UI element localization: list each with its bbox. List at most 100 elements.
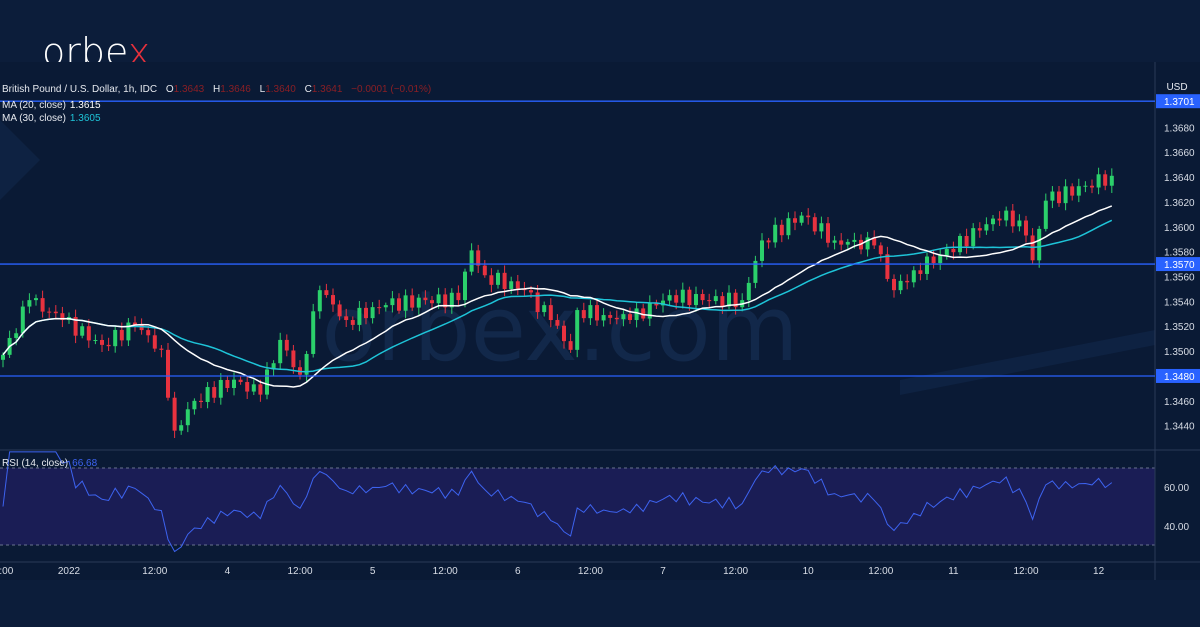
candle	[812, 213, 817, 235]
candle-body	[271, 363, 276, 370]
candle	[430, 296, 434, 310]
time-tick-label: :00	[0, 566, 14, 577]
candle	[911, 266, 916, 288]
ma20-legend: MA (20, close) 1.3615	[2, 100, 101, 111]
candle	[199, 393, 203, 409]
candle	[568, 333, 573, 353]
candle	[1109, 168, 1114, 193]
high-value: 1.3646	[220, 84, 251, 95]
candle-body	[357, 307, 362, 325]
ma20-label: MA (20, close)	[2, 100, 66, 111]
candle	[760, 233, 764, 268]
candle	[958, 233, 962, 256]
candle-body	[720, 296, 725, 307]
open-value: 1.3643	[173, 84, 205, 95]
candle-body	[449, 292, 454, 308]
candle-body	[773, 224, 778, 243]
candle-body	[311, 311, 316, 354]
candle-body	[20, 306, 25, 334]
candle	[614, 310, 619, 325]
candle-body	[482, 265, 487, 276]
candle-body	[1017, 220, 1022, 227]
candle-body	[667, 295, 672, 301]
candle-body	[1076, 186, 1081, 196]
candle	[555, 314, 560, 329]
candle-body	[423, 297, 428, 301]
candle-body	[852, 239, 857, 242]
candle-body	[931, 256, 936, 264]
price-tick-label: 1.3460	[1164, 397, 1195, 408]
candle	[878, 242, 883, 262]
candle-body	[647, 302, 652, 319]
candle	[304, 350, 309, 382]
candle	[185, 402, 190, 433]
candle	[839, 233, 844, 251]
rsi-value: 66.68	[72, 458, 98, 469]
candle-body	[489, 275, 494, 285]
candle	[1090, 179, 1094, 194]
candle	[423, 290, 428, 305]
candle	[410, 288, 415, 311]
low-value: 1.3640	[265, 84, 296, 95]
candle-body	[390, 298, 395, 306]
watermark-shape	[900, 330, 1155, 395]
candle	[40, 290, 45, 318]
candle-body	[403, 295, 408, 311]
candle-body	[456, 292, 461, 301]
candle-body	[878, 245, 883, 255]
candle-body	[258, 384, 263, 395]
candle-body	[555, 320, 560, 326]
price-tick-label: 1.3600	[1164, 223, 1195, 234]
candle	[687, 286, 692, 311]
time-tick-label: 5	[370, 566, 376, 577]
candle-body	[53, 311, 58, 314]
candle	[991, 215, 995, 231]
candle-body	[377, 307, 382, 309]
candle	[172, 391, 177, 439]
candle-body	[839, 240, 844, 245]
candle-body	[779, 224, 784, 236]
time-tick-label: 12:00	[433, 566, 458, 577]
candle-body	[93, 339, 98, 341]
candle-body	[212, 387, 217, 398]
ma30-value: 1.3605	[69, 113, 101, 124]
price-tick-label: 1.3560	[1164, 273, 1195, 284]
candle	[337, 300, 342, 321]
candle-body	[760, 240, 764, 261]
candle-body	[1004, 210, 1009, 221]
price-tick-label: 1.3620	[1164, 198, 1195, 209]
candle	[634, 302, 639, 328]
candle	[601, 308, 606, 327]
time-tick-label: 12:00	[868, 566, 893, 577]
candle-body	[568, 341, 573, 350]
candle	[713, 289, 718, 305]
candle	[621, 310, 626, 327]
candle-body	[911, 270, 916, 283]
price-level-label: 1.3701	[1164, 97, 1195, 108]
candle	[80, 323, 85, 339]
candle-body	[812, 217, 817, 232]
rsi-label: RSI (14, close)	[2, 458, 69, 469]
candle	[1076, 178, 1081, 203]
candle	[469, 243, 474, 276]
candle-body	[397, 298, 401, 311]
candle	[1050, 186, 1055, 209]
candle	[766, 237, 771, 249]
candle	[588, 300, 593, 325]
ma20-value: 1.3615	[69, 100, 101, 111]
candle-body	[509, 281, 514, 289]
symbol-title: British Pound / U.S. Dollar, 1h, IDC	[2, 84, 158, 95]
candle-body	[826, 223, 830, 243]
candle-body	[1109, 175, 1114, 186]
candle	[403, 289, 408, 319]
time-tick-label: 12:00	[723, 566, 748, 577]
candle	[370, 302, 375, 324]
candle-body	[608, 315, 613, 318]
candle-body	[944, 248, 949, 256]
price-tick-label: 1.3680	[1164, 123, 1195, 134]
price-tick-label: 1.3660	[1164, 148, 1195, 159]
candle	[1017, 214, 1022, 232]
candle	[575, 307, 580, 358]
candle-body	[918, 270, 923, 274]
